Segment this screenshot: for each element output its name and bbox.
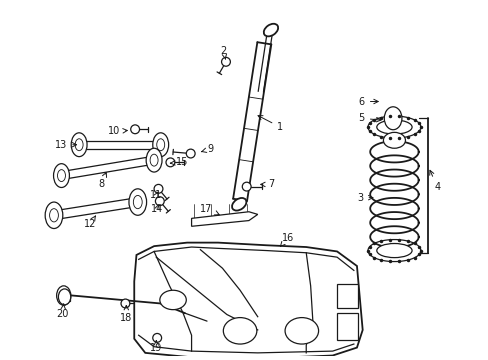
Ellipse shape (157, 139, 164, 151)
Text: 1: 1 (258, 116, 283, 132)
Text: 3: 3 (357, 193, 372, 203)
Ellipse shape (49, 209, 58, 222)
Ellipse shape (146, 148, 162, 172)
Ellipse shape (152, 133, 168, 157)
Ellipse shape (152, 333, 161, 342)
Ellipse shape (242, 182, 251, 191)
Ellipse shape (285, 318, 318, 344)
Ellipse shape (133, 195, 142, 209)
Ellipse shape (221, 57, 230, 66)
Text: 2: 2 (220, 46, 226, 59)
Ellipse shape (54, 164, 69, 188)
Ellipse shape (130, 125, 139, 134)
Text: 7: 7 (260, 179, 274, 189)
Text: 9: 9 (201, 144, 213, 154)
Ellipse shape (75, 139, 83, 151)
Ellipse shape (223, 318, 256, 344)
Text: 17: 17 (200, 204, 219, 215)
Text: 20: 20 (57, 303, 69, 319)
Ellipse shape (165, 158, 175, 167)
Text: 18: 18 (120, 305, 132, 323)
Ellipse shape (150, 154, 158, 166)
Ellipse shape (154, 184, 163, 193)
Ellipse shape (186, 149, 195, 158)
Ellipse shape (232, 198, 246, 211)
Bar (336, 313, 358, 339)
Ellipse shape (121, 299, 130, 308)
Text: 16: 16 (280, 233, 293, 246)
Ellipse shape (384, 107, 401, 130)
Text: 6: 6 (358, 96, 377, 107)
Text: 10: 10 (108, 126, 127, 136)
Ellipse shape (155, 197, 164, 206)
Text: 11: 11 (150, 190, 162, 201)
Text: 13: 13 (55, 140, 77, 150)
Text: 15: 15 (170, 157, 188, 167)
Ellipse shape (57, 286, 71, 305)
Ellipse shape (58, 170, 65, 181)
Polygon shape (134, 243, 362, 359)
Text: 4: 4 (429, 170, 439, 192)
Text: 8: 8 (98, 172, 106, 189)
Ellipse shape (58, 289, 71, 305)
Bar (59, 292, 70, 301)
Ellipse shape (45, 202, 62, 229)
Bar (336, 284, 358, 308)
Ellipse shape (383, 132, 405, 148)
Ellipse shape (160, 290, 186, 310)
Text: 19: 19 (150, 341, 162, 354)
Ellipse shape (376, 243, 411, 258)
Text: 5: 5 (358, 113, 380, 123)
Ellipse shape (263, 24, 278, 36)
Text: 12: 12 (84, 216, 96, 229)
Polygon shape (191, 212, 257, 226)
Text: 14: 14 (151, 204, 163, 214)
Ellipse shape (71, 133, 87, 157)
Ellipse shape (129, 189, 146, 215)
Ellipse shape (376, 120, 411, 134)
